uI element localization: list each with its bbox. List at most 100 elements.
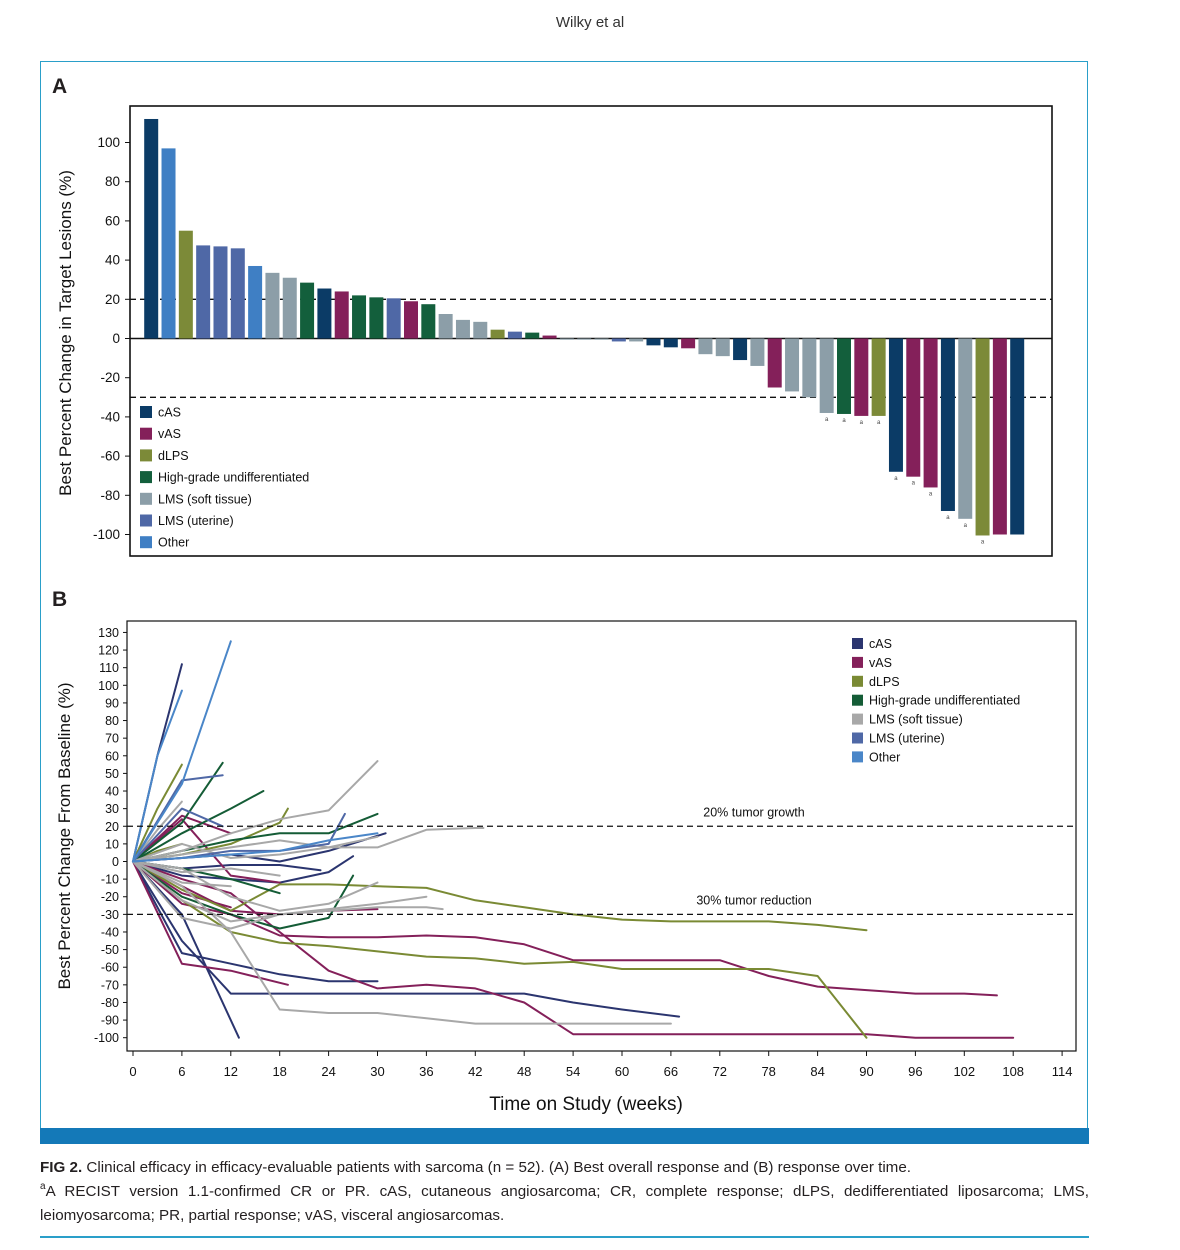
x-tick-label: 24 xyxy=(321,1064,335,1079)
y-tick-label: -70 xyxy=(101,978,119,992)
y-tick-label: 80 xyxy=(105,174,120,189)
x-tick-label: 30 xyxy=(370,1064,384,1079)
legend-swatch xyxy=(852,675,863,687)
confirmed-response-marker: a xyxy=(842,418,846,424)
bar xyxy=(940,338,955,511)
y-tick-label: -40 xyxy=(101,925,119,939)
x-tick-label: 0 xyxy=(129,1064,136,1079)
y-tick-label: 40 xyxy=(105,785,119,799)
patient-series-line xyxy=(132,832,379,863)
patient-series-line xyxy=(132,860,281,877)
legend-label: dLPS xyxy=(869,675,900,689)
reference-line-label: 20% tumor growth xyxy=(703,805,804,819)
bar xyxy=(178,230,193,339)
patient-series-line xyxy=(132,807,224,863)
bar xyxy=(386,298,401,339)
bar xyxy=(837,338,851,414)
legend-swatch xyxy=(140,514,152,527)
legend-swatch xyxy=(140,536,152,549)
x-tick-label: 12 xyxy=(224,1064,238,1079)
legend-label: vAS xyxy=(158,427,181,441)
y-tick-label: 50 xyxy=(105,767,119,781)
y-tick-label: -100 xyxy=(93,527,120,542)
y-tick-label: 20 xyxy=(105,820,119,834)
confirmed-response-marker: a xyxy=(946,515,950,521)
x-tick-label: 102 xyxy=(953,1064,975,1079)
bar xyxy=(1010,338,1025,535)
y-tick-label: 10 xyxy=(105,837,119,851)
caption-footnote-line: aA RECIST version 1.1-confirmed CR or PR… xyxy=(40,1180,1089,1228)
y-tick-label: -40 xyxy=(100,409,120,424)
y-tick-label: 110 xyxy=(99,661,119,675)
running-head: Wilky et al xyxy=(555,14,625,31)
x-tick-label: 72 xyxy=(713,1064,727,1079)
x-tick-label: 36 xyxy=(419,1064,433,1079)
bar xyxy=(733,338,748,361)
bar xyxy=(352,295,367,339)
legend-label: LMS (soft tissue) xyxy=(869,713,963,727)
bar xyxy=(161,148,176,339)
legend-swatch xyxy=(852,638,863,649)
y-tick-label: 0 xyxy=(112,331,120,346)
bar xyxy=(404,301,418,339)
y-tick-label: 90 xyxy=(105,696,119,710)
reference-line-label: 30% tumor reduction xyxy=(696,893,811,907)
y-tick-label: 20 xyxy=(105,292,120,307)
x-tick-label: 42 xyxy=(468,1064,482,1079)
bar xyxy=(334,291,349,339)
x-tick-label: 114 xyxy=(1052,1064,1073,1079)
panel-b-label: B xyxy=(52,588,68,611)
legend-swatch xyxy=(852,732,863,744)
patient-series-line xyxy=(132,790,265,863)
bar xyxy=(854,338,869,416)
legend-swatch xyxy=(852,656,863,668)
y-axis-title: Best Percent Change in Target Lesions (%… xyxy=(56,170,75,496)
bar xyxy=(265,272,280,339)
y-tick-label: 0 xyxy=(112,855,119,869)
bar xyxy=(230,248,245,339)
x-tick-label: 54 xyxy=(566,1064,580,1079)
patient-series-line xyxy=(132,814,232,863)
patient-series-line xyxy=(132,860,444,930)
bar xyxy=(785,338,800,392)
legend-label: LMS (soft tissue) xyxy=(158,492,252,506)
bar xyxy=(888,338,903,472)
legend-label: LMS (uterine) xyxy=(158,514,234,528)
bar xyxy=(611,338,626,342)
confirmed-response-marker: a xyxy=(877,420,881,426)
bar xyxy=(594,338,609,340)
legend-label: High-grade undifferentiated xyxy=(869,694,1020,708)
bar xyxy=(767,338,782,388)
legend-label: vAS xyxy=(869,656,892,670)
figure-caption: FIG 2. Clinical efficacy in efficacy-eva… xyxy=(40,1156,1089,1228)
bar xyxy=(473,321,488,339)
legend-label: Other xyxy=(869,750,900,764)
y-tick-label: -10 xyxy=(101,873,119,887)
legend-swatch xyxy=(140,471,152,484)
panel-a-plot-frame xyxy=(129,105,1053,557)
bar xyxy=(369,297,384,339)
legend-swatch xyxy=(140,427,152,440)
x-axis-title: Time on Study (weeks) xyxy=(489,1094,683,1115)
y-axis-title: Best Percent Change From Baseline (%) xyxy=(55,682,74,989)
y-tick-label: -80 xyxy=(101,996,119,1010)
bar xyxy=(196,245,211,339)
caption-footnote-text: A RECIST version 1.1-confirmed CR or PR.… xyxy=(40,1183,1089,1224)
bar xyxy=(248,265,263,339)
legend-swatch xyxy=(852,713,863,725)
y-tick-label: -60 xyxy=(100,449,120,464)
bar xyxy=(577,338,592,340)
bar xyxy=(317,288,332,339)
y-tick-label: 120 xyxy=(98,644,119,658)
bar xyxy=(421,304,436,339)
caption-fig-label: FIG 2. xyxy=(40,1159,83,1176)
legend-swatch xyxy=(140,449,152,462)
legend-label: Other xyxy=(158,536,189,550)
x-tick-label: 66 xyxy=(664,1064,678,1079)
y-tick-label: 30 xyxy=(105,802,119,816)
patient-series-line xyxy=(132,860,379,912)
x-tick-label: 108 xyxy=(1002,1064,1024,1079)
y-tick-label: -50 xyxy=(101,943,119,957)
patient-series-line xyxy=(132,860,868,1039)
